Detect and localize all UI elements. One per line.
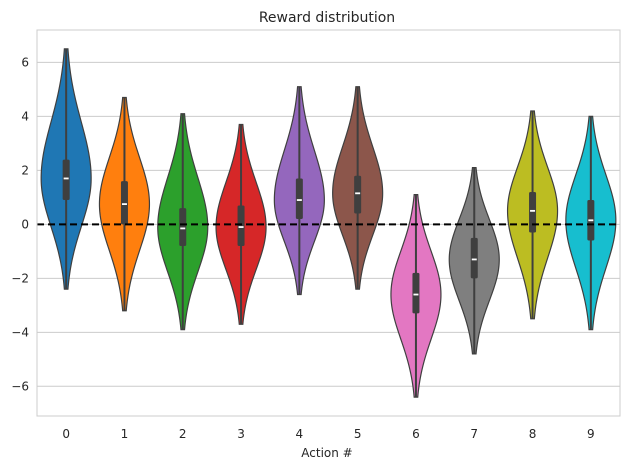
y-tick-label: −4 [11, 325, 29, 339]
x-tick-label: 9 [587, 427, 595, 441]
x-tick-labels: 0 1 2 3 4 5 6 7 8 9 [62, 427, 594, 441]
violin-iqr-box [295, 178, 303, 219]
chart-title: Reward distribution [259, 10, 395, 26]
violin-0 [40, 48, 92, 290]
x-tick-label: 4 [296, 427, 304, 441]
violin-6 [390, 194, 442, 398]
x-tick-label: 3 [237, 427, 245, 441]
x-tick-label: 1 [121, 427, 129, 441]
violin-iqr-box [179, 208, 187, 246]
y-tick-label: 4 [21, 109, 29, 123]
violin-iqr-box [237, 205, 245, 246]
x-tick-label: 0 [62, 427, 70, 441]
violin-9 [565, 115, 617, 331]
x-tick-label: 8 [529, 427, 537, 441]
y-tick-labels: −6 −4 −2 0 2 4 6 [11, 55, 29, 393]
violin-5 [332, 86, 384, 290]
y-tick-label: 6 [21, 55, 29, 69]
y-tick-label: −2 [11, 271, 29, 285]
violin-7 [448, 167, 500, 355]
y-tick-label: 2 [21, 163, 29, 177]
plot-frame [36, 29, 621, 417]
x-tick-label: 7 [470, 427, 478, 441]
violin-8 [506, 110, 559, 320]
violin-4 [273, 86, 325, 296]
violin-iqr-box [62, 159, 70, 201]
violin-iqr-box [412, 272, 420, 314]
violin-iqr-box [470, 237, 478, 279]
x-tick-label: 5 [354, 427, 362, 441]
x-axis-label: Action # [301, 446, 352, 460]
violin-1 [98, 96, 151, 312]
x-tick-label: 6 [412, 427, 420, 441]
violins [40, 48, 617, 398]
violin-iqr-box [529, 191, 537, 233]
violin-iqr-box [354, 175, 362, 214]
violin-2 [157, 113, 209, 331]
violin-iqr-box [120, 181, 128, 225]
x-tick-label: 2 [179, 427, 187, 441]
y-tick-label: −6 [11, 379, 29, 393]
y-tick-label: 0 [21, 217, 29, 231]
